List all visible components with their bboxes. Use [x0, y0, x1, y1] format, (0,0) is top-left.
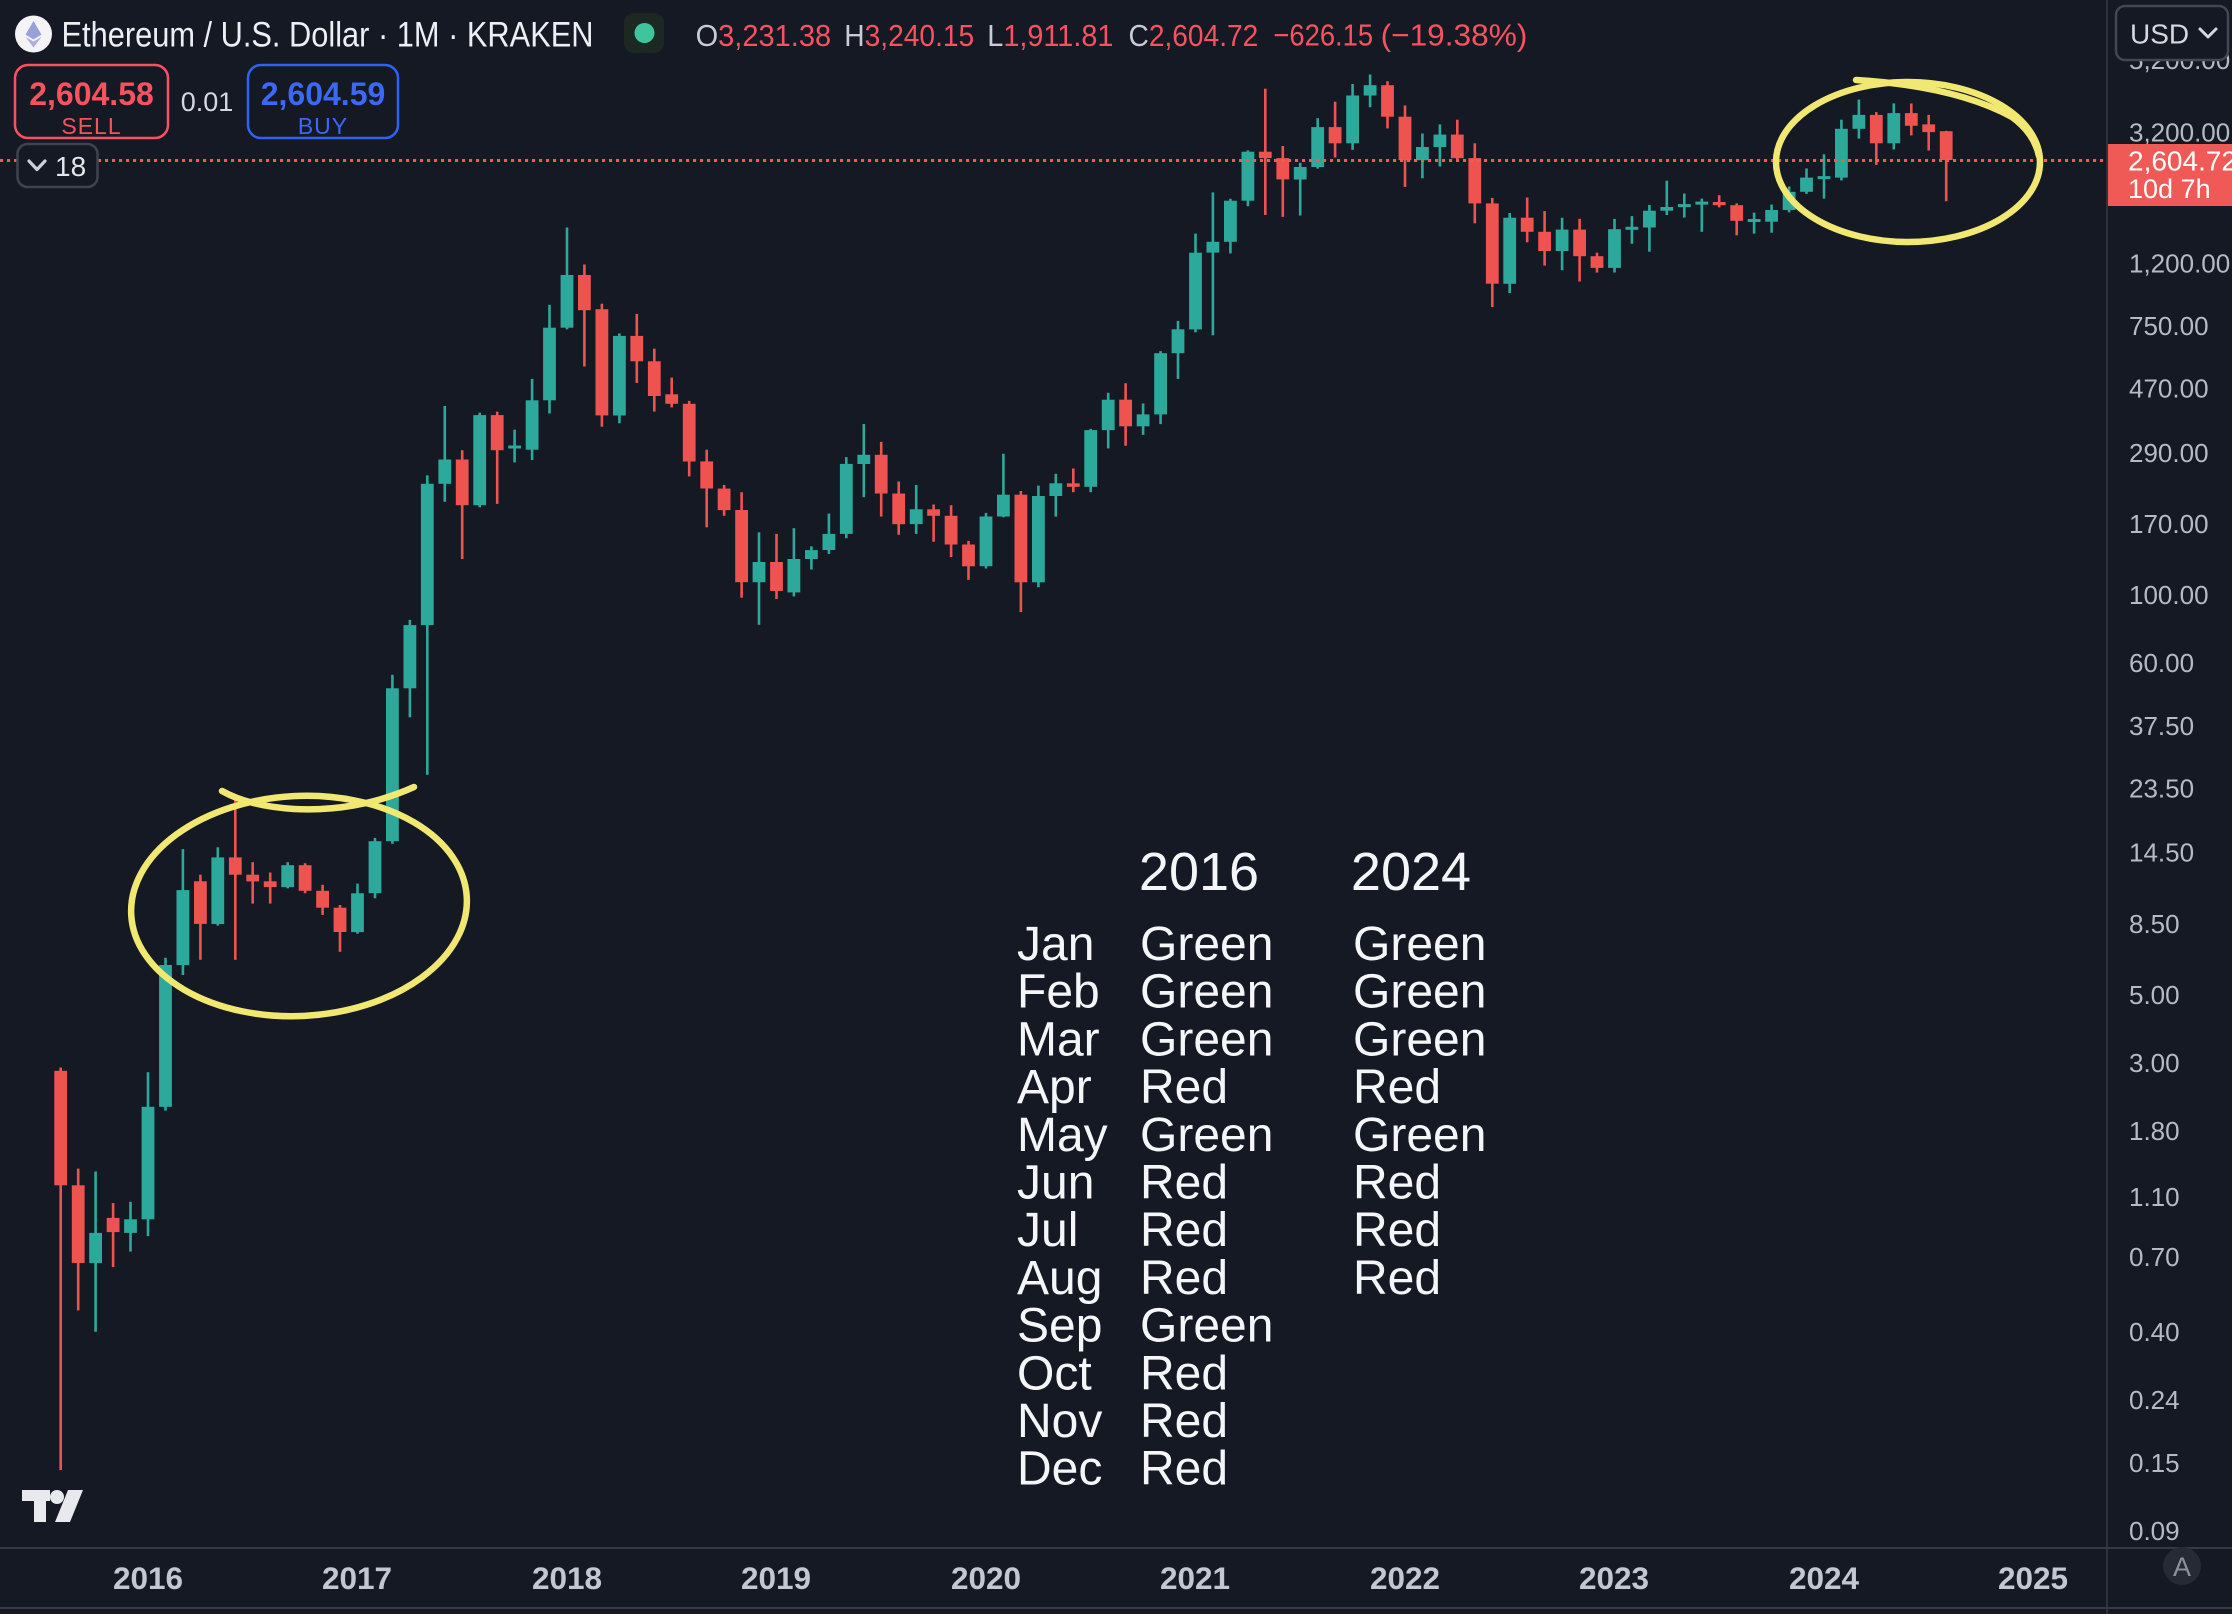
svg-text:May: May: [1017, 1109, 1108, 1162]
svg-text:0.24: 0.24: [2129, 1385, 2180, 1415]
svg-text:O3,231.38: O3,231.38: [696, 18, 832, 53]
svg-text:USD: USD: [2130, 19, 2189, 50]
svg-text:1.80: 1.80: [2129, 1116, 2180, 1146]
svg-text:Mar: Mar: [1017, 1013, 1100, 1066]
svg-text:Red: Red: [1140, 1395, 1228, 1448]
svg-text:Red: Red: [1140, 1157, 1228, 1210]
svg-text:0.40: 0.40: [2129, 1317, 2180, 1347]
svg-text:5.00: 5.00: [2129, 980, 2180, 1010]
svg-text:1,200.00: 1,200.00: [2129, 248, 2230, 278]
svg-text:Oct: Oct: [1017, 1347, 1092, 1400]
svg-text:2016: 2016: [1139, 842, 1259, 902]
svg-text:L1,911.81: L1,911.81: [987, 18, 1113, 53]
svg-text:BUY: BUY: [298, 113, 348, 139]
svg-text:2016: 2016: [113, 1560, 183, 1596]
svg-text:2023: 2023: [1579, 1560, 1649, 1596]
svg-text:2,604.59: 2,604.59: [261, 76, 386, 112]
svg-text:Dec: Dec: [1017, 1443, 1102, 1496]
svg-text:Red: Red: [1140, 1252, 1228, 1305]
svg-text:470.00: 470.00: [2129, 374, 2209, 404]
svg-text:C2,604.72: C2,604.72: [1129, 18, 1259, 53]
svg-text:Green: Green: [1140, 1109, 1273, 1162]
svg-text:2022: 2022: [1370, 1560, 1440, 1596]
svg-text:750.00: 750.00: [2129, 311, 2209, 341]
svg-text:Green: Green: [1353, 1013, 1486, 1066]
svg-text:2,604.58: 2,604.58: [29, 76, 154, 112]
svg-text:Red: Red: [1353, 1204, 1441, 1257]
svg-text:Red: Red: [1140, 1347, 1228, 1400]
svg-text:Red: Red: [1140, 1204, 1228, 1257]
svg-text:0.01: 0.01: [181, 87, 234, 117]
svg-text:Red: Red: [1353, 1157, 1441, 1210]
svg-text:2020: 2020: [951, 1560, 1021, 1596]
svg-text:Green: Green: [1140, 1300, 1273, 1353]
svg-text:Green: Green: [1140, 966, 1273, 1019]
svg-text:0.09: 0.09: [2129, 1516, 2180, 1546]
svg-text:Feb: Feb: [1017, 966, 1100, 1019]
svg-text:0.15: 0.15: [2129, 1448, 2180, 1478]
svg-text:H3,240.15: H3,240.15: [844, 18, 974, 53]
svg-text:Nov: Nov: [1017, 1395, 1102, 1448]
svg-text:Red: Red: [1353, 1252, 1441, 1305]
svg-text:−626.15: −626.15: [1273, 18, 1373, 53]
svg-text:Red: Red: [1140, 1061, 1228, 1114]
svg-text:2024: 2024: [1789, 1560, 1860, 1596]
svg-text:18: 18: [55, 151, 86, 182]
svg-text:2019: 2019: [741, 1560, 811, 1596]
svg-text:A: A: [2173, 1552, 2191, 1582]
svg-text:Red: Red: [1140, 1443, 1228, 1496]
svg-text:Green: Green: [1353, 966, 1486, 1019]
svg-text:2018: 2018: [532, 1560, 602, 1596]
svg-text:0.70: 0.70: [2129, 1242, 2180, 1272]
svg-text:23.50: 23.50: [2129, 773, 2194, 803]
svg-text:Jan: Jan: [1017, 918, 1094, 971]
svg-text:Aug: Aug: [1017, 1252, 1102, 1305]
svg-text:290.00: 290.00: [2129, 438, 2209, 468]
svg-text:100.00: 100.00: [2129, 580, 2209, 610]
svg-text:SELL: SELL: [61, 113, 121, 139]
svg-text:170.00: 170.00: [2129, 509, 2209, 539]
svg-text:2,604.72: 2,604.72: [2128, 146, 2232, 177]
svg-text:Ethereum / U.S. Dollar · 1M ·: Ethereum / U.S. Dollar · 1M · KRAKEN: [62, 16, 594, 55]
svg-text:37.50: 37.50: [2129, 711, 2194, 741]
svg-text:60.00: 60.00: [2129, 648, 2194, 678]
svg-text:14.50: 14.50: [2129, 838, 2194, 868]
svg-text:3,200.00: 3,200.00: [2129, 118, 2230, 148]
svg-text:Jun: Jun: [1017, 1157, 1094, 1210]
svg-text:Green: Green: [1353, 1109, 1486, 1162]
svg-text:Sep: Sep: [1017, 1300, 1102, 1353]
svg-text:Green: Green: [1353, 918, 1486, 971]
svg-text:Green: Green: [1140, 1013, 1273, 1066]
svg-text:3.00: 3.00: [2129, 1048, 2180, 1078]
svg-text:Jul: Jul: [1017, 1204, 1078, 1257]
svg-text:10d 7h: 10d 7h: [2128, 174, 2211, 204]
svg-text:2021: 2021: [1160, 1560, 1230, 1596]
svg-text:1.10: 1.10: [2129, 1182, 2180, 1212]
svg-text:2017: 2017: [322, 1560, 392, 1596]
svg-text:8.50: 8.50: [2129, 909, 2180, 939]
svg-text:Red: Red: [1353, 1061, 1441, 1114]
svg-text:2025: 2025: [1998, 1560, 2068, 1596]
svg-text:2024: 2024: [1351, 842, 1471, 902]
svg-text:Green: Green: [1140, 918, 1273, 971]
svg-text:(−19.38%): (−19.38%): [1381, 18, 1528, 53]
svg-text:Apr: Apr: [1017, 1061, 1092, 1114]
